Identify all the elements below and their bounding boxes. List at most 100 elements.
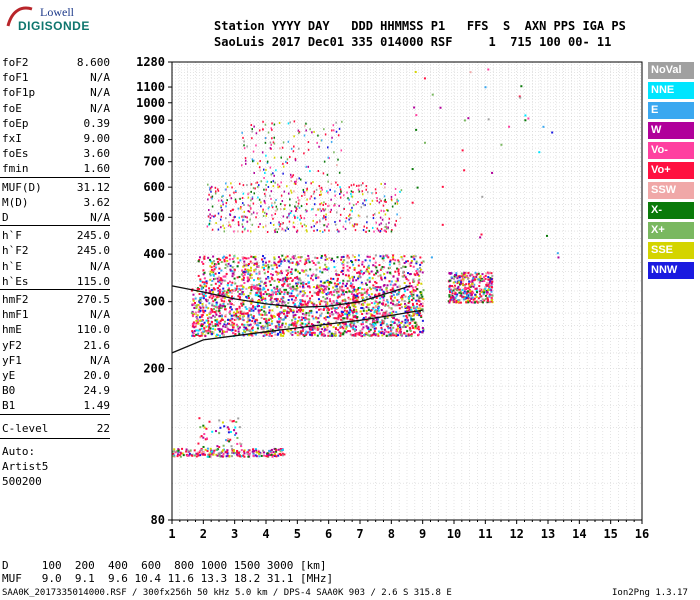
echo-point [207, 215, 210, 218]
echo-point [332, 326, 335, 329]
echo-point [205, 319, 208, 322]
echo-point [412, 304, 415, 307]
echo-point [352, 263, 355, 266]
echo-point [405, 315, 408, 318]
echo-point [420, 293, 423, 296]
echo-point [292, 174, 295, 177]
echo-point [271, 316, 274, 319]
echo-point [259, 292, 262, 295]
echo-point [423, 77, 426, 80]
echo-point [353, 304, 356, 307]
echo-point [459, 301, 462, 304]
echo-point [191, 325, 194, 328]
echo-point [408, 300, 411, 303]
echo-point [449, 288, 452, 291]
echo-point [296, 277, 299, 280]
echo-point [297, 256, 300, 259]
echo-point [416, 186, 419, 189]
echo-point [293, 214, 295, 217]
echo-point [246, 297, 249, 300]
echo-point [196, 321, 199, 324]
echo-point [294, 303, 297, 306]
echo-point [277, 280, 280, 283]
echo-point [271, 300, 274, 303]
echo-point [296, 263, 299, 266]
echo-point [387, 256, 390, 259]
echo-point [353, 183, 355, 186]
echo-point [469, 274, 472, 277]
echo-point [362, 202, 364, 205]
echo-point [249, 329, 252, 332]
echo-point [198, 451, 201, 454]
echo-point [384, 186, 386, 189]
echo-point [325, 266, 328, 269]
echo-point [242, 300, 245, 303]
echo-point [265, 319, 268, 322]
echo-point [334, 223, 337, 226]
echo-point [450, 296, 453, 299]
echo-point [242, 454, 245, 457]
echo-point [357, 277, 360, 280]
echo-point [214, 430, 217, 433]
echo-point [203, 321, 206, 324]
echo-point [222, 291, 225, 294]
echo-point [345, 331, 348, 334]
echo-point [316, 326, 319, 329]
echo-point [230, 291, 233, 294]
echo-point [353, 328, 356, 331]
echo-point [490, 272, 493, 275]
echo-point [330, 302, 333, 305]
echo-point [323, 285, 326, 288]
echo-point [299, 330, 302, 333]
echo-point [362, 229, 365, 232]
echo-point [355, 203, 358, 206]
echo-point [265, 183, 267, 186]
echo-point [365, 268, 368, 271]
echo-point [332, 286, 335, 289]
echo-point [286, 312, 289, 315]
echo-point [280, 272, 283, 275]
echo-point [342, 289, 345, 292]
echo-point [300, 308, 303, 311]
echo-point [186, 449, 189, 452]
echo-point [406, 319, 409, 322]
echo-point [238, 307, 241, 310]
echo-point [204, 292, 207, 295]
echo-point [261, 325, 264, 328]
echo-point [259, 223, 261, 226]
echo-point [300, 316, 303, 319]
echo-point [342, 321, 345, 324]
echo-point [271, 137, 273, 140]
echo-point [383, 210, 385, 213]
echo-point [281, 454, 284, 457]
echo-point [461, 149, 464, 152]
echo-point [392, 300, 395, 303]
echo-point [465, 293, 468, 296]
echo-point [386, 324, 389, 327]
echo-point [283, 207, 286, 210]
echo-point [251, 334, 254, 337]
echo-point [399, 328, 402, 331]
echo-point [218, 284, 221, 287]
echo-point [209, 213, 211, 216]
echo-point [316, 285, 319, 288]
echo-point [488, 295, 491, 298]
echo-point [267, 454, 270, 457]
echo-point [278, 260, 281, 263]
echo-point [486, 292, 489, 295]
echo-point [354, 223, 357, 226]
echo-point [264, 299, 267, 302]
echo-point [360, 270, 363, 273]
param-name: foF1p [2, 86, 36, 100]
param-name: foF1 [2, 71, 29, 85]
echo-point [274, 201, 276, 204]
echo-point [265, 168, 267, 171]
echo-point [402, 270, 405, 273]
echo-point [247, 229, 249, 232]
echo-point [315, 287, 318, 290]
echo-point [406, 330, 409, 333]
echo-point [369, 203, 372, 206]
echo-point [277, 256, 280, 259]
echo-point [418, 295, 421, 298]
echo-point [298, 316, 301, 319]
